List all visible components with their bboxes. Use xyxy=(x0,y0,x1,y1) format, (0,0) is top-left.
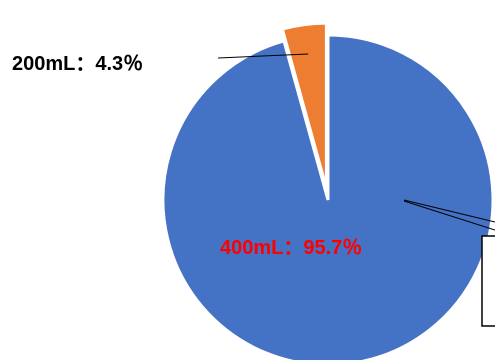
callout-box-rect xyxy=(481,235,495,327)
leader-lines xyxy=(217,53,495,231)
leader-line-200ml xyxy=(217,53,309,59)
pie-slice-200ml xyxy=(280,21,328,189)
pie-slices xyxy=(161,21,495,360)
slice-label-400ml: 400mL：95.7％ xyxy=(220,237,362,259)
pie-slice-400ml xyxy=(161,33,495,360)
callout-box xyxy=(481,235,495,327)
callout-pointer-line xyxy=(403,200,495,231)
callout-pointer-line xyxy=(403,199,495,223)
slice-label-200ml: 200mL：4.3％ xyxy=(12,53,143,75)
slice-labels: 400mL：95.7％ 200mL：4.3％ xyxy=(12,53,362,259)
